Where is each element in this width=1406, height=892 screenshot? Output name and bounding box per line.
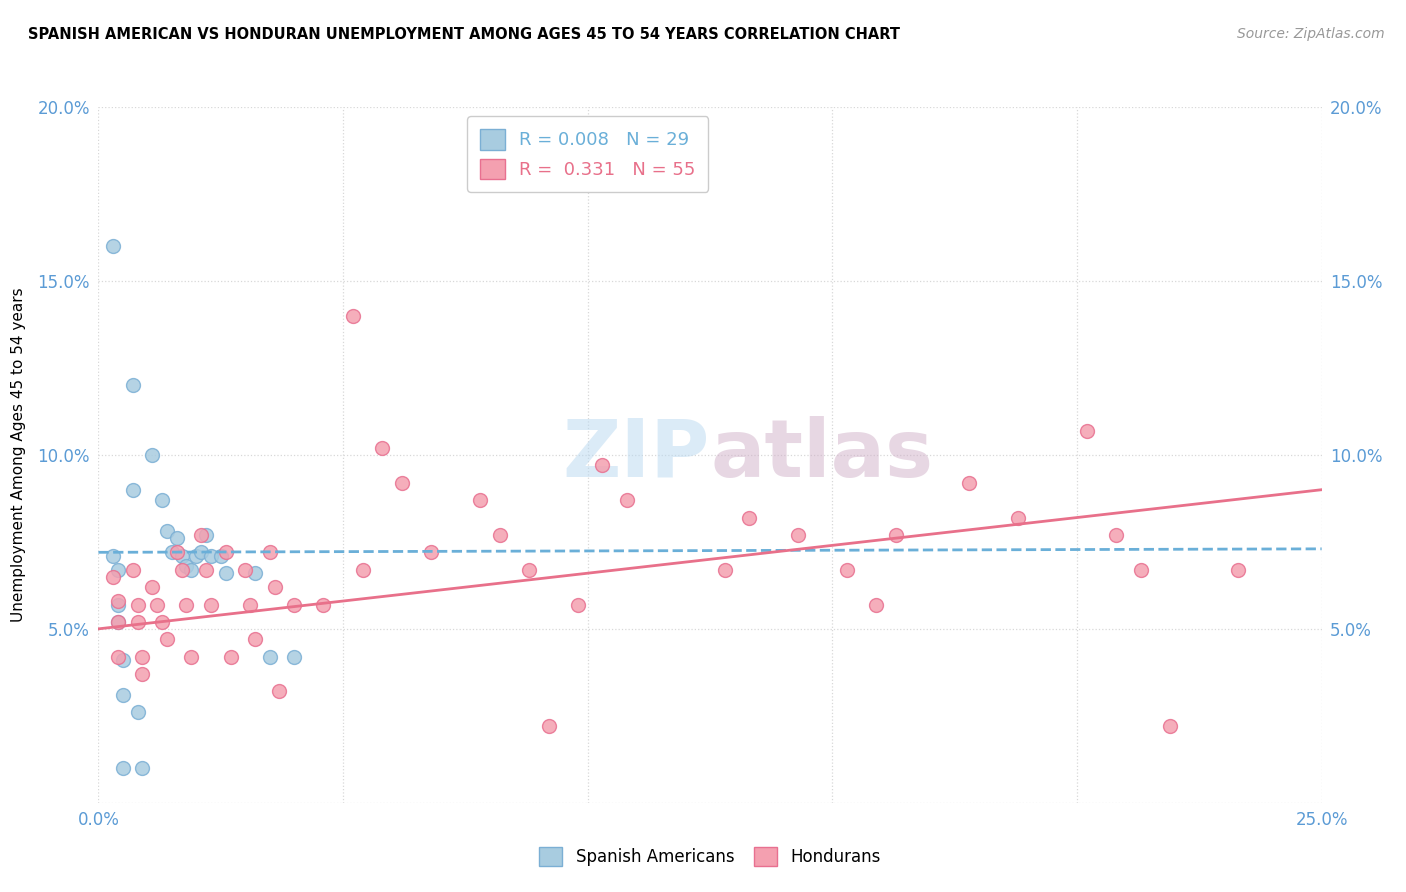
Point bbox=[141, 448, 163, 462]
Point bbox=[517, 563, 540, 577]
Point bbox=[101, 570, 124, 584]
Point bbox=[190, 528, 212, 542]
Point bbox=[131, 649, 153, 664]
Point bbox=[150, 615, 173, 629]
Point bbox=[200, 598, 222, 612]
Point bbox=[420, 545, 443, 559]
Point bbox=[884, 528, 907, 542]
Point bbox=[738, 510, 761, 524]
Point bbox=[170, 563, 193, 577]
Point bbox=[835, 563, 858, 577]
Point bbox=[1129, 563, 1152, 577]
Point bbox=[107, 594, 129, 608]
Point bbox=[111, 761, 134, 775]
Point bbox=[567, 598, 589, 612]
Point bbox=[146, 598, 169, 612]
Point bbox=[150, 493, 173, 508]
Point bbox=[160, 545, 183, 559]
Point bbox=[121, 378, 143, 392]
Point bbox=[176, 559, 198, 574]
Point bbox=[214, 566, 236, 581]
Point bbox=[156, 632, 179, 647]
Point bbox=[121, 563, 143, 577]
Point bbox=[107, 615, 129, 629]
Point bbox=[263, 580, 285, 594]
Point bbox=[283, 598, 305, 612]
Point bbox=[233, 563, 256, 577]
Point bbox=[107, 649, 129, 664]
Point bbox=[180, 563, 202, 577]
Point bbox=[111, 653, 134, 667]
Point bbox=[352, 563, 374, 577]
Point bbox=[1227, 563, 1250, 577]
Legend: Spanish Americans, Hondurans: Spanish Americans, Hondurans bbox=[530, 838, 890, 874]
Point bbox=[259, 545, 281, 559]
Point bbox=[121, 483, 143, 497]
Point bbox=[156, 524, 179, 539]
Point bbox=[312, 598, 335, 612]
Point bbox=[170, 549, 193, 563]
Point bbox=[131, 667, 153, 681]
Point bbox=[101, 549, 124, 563]
Point bbox=[107, 563, 129, 577]
Point bbox=[787, 528, 810, 542]
Y-axis label: Unemployment Among Ages 45 to 54 years: Unemployment Among Ages 45 to 54 years bbox=[11, 287, 27, 623]
Point bbox=[342, 309, 364, 323]
Point bbox=[713, 563, 735, 577]
Point bbox=[957, 475, 980, 490]
Point bbox=[131, 761, 153, 775]
Point bbox=[488, 528, 510, 542]
Point bbox=[190, 545, 212, 559]
Point bbox=[176, 598, 198, 612]
Point bbox=[391, 475, 413, 490]
Point bbox=[1007, 510, 1029, 524]
Point bbox=[865, 598, 887, 612]
Text: SPANISH AMERICAN VS HONDURAN UNEMPLOYMENT AMONG AGES 45 TO 54 YEARS CORRELATION : SPANISH AMERICAN VS HONDURAN UNEMPLOYMEN… bbox=[28, 27, 900, 42]
Point bbox=[127, 706, 149, 720]
Point bbox=[111, 688, 134, 702]
Point bbox=[468, 493, 491, 508]
Text: Source: ZipAtlas.com: Source: ZipAtlas.com bbox=[1237, 27, 1385, 41]
Point bbox=[243, 566, 266, 581]
Point bbox=[107, 598, 129, 612]
Point bbox=[166, 545, 188, 559]
Point bbox=[591, 458, 613, 473]
Point bbox=[283, 649, 305, 664]
Point bbox=[616, 493, 638, 508]
Point bbox=[1076, 424, 1098, 438]
Point bbox=[259, 649, 281, 664]
Text: ZIP: ZIP bbox=[562, 416, 710, 494]
Point bbox=[1159, 719, 1181, 733]
Point bbox=[214, 545, 236, 559]
Point bbox=[269, 684, 291, 698]
Point bbox=[195, 563, 218, 577]
Point bbox=[141, 580, 163, 594]
Point bbox=[195, 528, 218, 542]
Point bbox=[239, 598, 262, 612]
Point bbox=[166, 532, 188, 546]
Point bbox=[537, 719, 560, 733]
Point bbox=[209, 549, 232, 563]
Point bbox=[127, 598, 149, 612]
Point bbox=[107, 615, 129, 629]
Point bbox=[200, 549, 222, 563]
Point bbox=[1105, 528, 1128, 542]
Point bbox=[186, 549, 208, 563]
Point bbox=[219, 649, 242, 664]
Point bbox=[127, 615, 149, 629]
Point bbox=[243, 632, 266, 647]
Point bbox=[180, 649, 202, 664]
Point bbox=[101, 239, 124, 253]
Point bbox=[371, 441, 394, 455]
Text: atlas: atlas bbox=[710, 416, 934, 494]
